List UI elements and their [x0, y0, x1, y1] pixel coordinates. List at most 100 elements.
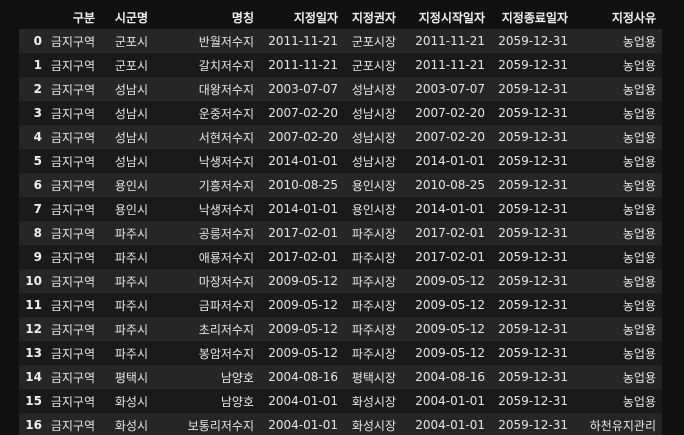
table-cell: 화성시	[114, 418, 148, 433]
table-row: 15 금지구역 화성시 남양호 2004-01-01 화성시장 2004-01-01 2059…	[19, 389, 662, 413]
table-cell: 2009-05-12	[268, 322, 338, 336]
table-row: 7 금지구역 용인시 낙생저수지 2014-01-01 용인시장 2014-01-01 205…	[19, 197, 662, 221]
table-cell: 성남시장	[351, 106, 396, 121]
table-cell: 금지구역	[50, 154, 95, 169]
table-cell: 평택시	[114, 370, 148, 385]
table-cell: 파주시장	[351, 346, 396, 361]
table-cell: 2017-02-01	[415, 226, 485, 240]
table-row: 6 금지구역 용인시 기흥저수지 2010-08-25 용인시장 2010-08-25 205…	[19, 173, 662, 197]
table-cell: 용인시장	[351, 178, 396, 193]
table-cell: 금지구역	[50, 346, 95, 361]
table-cell: 2004-01-01	[415, 418, 485, 432]
table-cell: 성남시장	[351, 82, 396, 97]
table-cell: 2011-11-21	[268, 34, 338, 48]
table-cell: 농업용	[622, 226, 656, 241]
table-cell: 2059-12-31	[498, 178, 568, 192]
table-cell: 파주시장	[351, 298, 396, 313]
table-cell: 2059-12-31	[498, 370, 568, 384]
table-cell: 2059-12-31	[498, 202, 568, 216]
header-row: 구분 시군명 명칭 지정일자 지정권자 지정시작일자 지정종료일자 지정사유	[19, 5, 662, 29]
row-index: 7	[33, 202, 42, 216]
row-index: 2	[33, 82, 42, 96]
table-cell: 2059-12-31	[498, 418, 568, 432]
row-index: 16	[25, 418, 42, 432]
table-cell: 갈치저수지	[198, 58, 254, 73]
table-cell: 2059-12-31	[498, 250, 568, 264]
row-index: 9	[33, 250, 42, 264]
table-cell: 성남시	[114, 106, 148, 121]
table-row: 14 금지구역 평택시 남양호 2004-08-16 평택시장 2004-08-16 2059…	[19, 365, 662, 389]
table-cell: 군포시	[114, 34, 148, 49]
table-cell: 농업용	[622, 58, 656, 73]
table-row: 2 금지구역 성남시 대왕저수지 2003-07-07 성남시장 2003-07-07 205…	[19, 77, 662, 101]
table-cell: 농업용	[622, 82, 656, 97]
table-cell: 농업용	[622, 202, 656, 217]
table-cell: 마장저수지	[198, 274, 254, 289]
table-cell: 2003-07-07	[268, 82, 338, 96]
column-header: 지정종료일자	[501, 10, 568, 25]
table-cell: 화성시장	[351, 418, 396, 433]
table-cell: 파주시	[114, 274, 148, 289]
table-cell: 평택시장	[351, 370, 396, 385]
row-index: 6	[33, 178, 42, 192]
table-cell: 2017-02-01	[415, 250, 485, 264]
table-cell: 2014-01-01	[268, 202, 338, 216]
table-cell: 파주시	[114, 346, 148, 361]
table-row: 11 금지구역 파주시 금파저수지 2009-05-12 파주시장 2009-05-12 20…	[19, 293, 662, 317]
column-header: 명칭	[231, 10, 254, 25]
table-row: 16 금지구역 화성시 보통리저수지 2004-01-01 화성시장 2004-01-01 2…	[19, 413, 662, 435]
table-cell: 낙생저수지	[198, 202, 254, 217]
table-cell: 2003-07-07	[415, 82, 485, 96]
row-index: 15	[25, 394, 42, 408]
table-cell: 2010-08-25	[268, 178, 338, 192]
table-cell: 2059-12-31	[498, 106, 568, 120]
table-cell: 2059-12-31	[498, 226, 568, 240]
table-cell: 농업용	[622, 250, 656, 265]
table-row: 9 금지구역 파주시 애룡저수지 2017-02-01 파주시장 2017-02-01 205…	[19, 245, 662, 269]
index-header	[19, 5, 48, 29]
table-row: 1 금지구역 군포시 갈치저수지 2011-11-21 군포시장 2011-11-21 205…	[19, 53, 662, 77]
row-index: 4	[33, 130, 42, 144]
table-cell: 2010-08-25	[415, 178, 485, 192]
table-header: 구분 시군명 명칭 지정일자 지정권자 지정시작일자 지정종료일자 지정사유	[19, 5, 662, 29]
table-cell: 파주시	[114, 250, 148, 265]
table-row: 13 금지구역 파주시 봉암저수지 2009-05-12 파주시장 2009-05-12 20…	[19, 341, 662, 365]
table-cell: 기흥저수지	[198, 178, 254, 193]
table-cell: 농업용	[622, 346, 656, 361]
table-cell: 금지구역	[50, 394, 95, 409]
table-row: 10 금지구역 파주시 마장저수지 2009-05-12 파주시장 2009-05-12 20…	[19, 269, 662, 293]
table-cell: 2009-05-12	[268, 274, 338, 288]
row-index: 12	[25, 322, 42, 336]
table-cell: 초리저수지	[198, 322, 254, 337]
table-cell: 봉암저수지	[198, 346, 254, 361]
table-cell: 2017-02-01	[268, 226, 338, 240]
table-cell: 2059-12-31	[498, 394, 568, 408]
table-cell: 2011-11-21	[268, 58, 338, 72]
table-cell: 2011-11-21	[415, 58, 485, 72]
column-header: 구분	[72, 10, 95, 25]
table-cell: 2011-11-21	[415, 34, 485, 48]
table-cell: 성남시	[114, 154, 148, 169]
table-cell: 파주시장	[351, 274, 396, 289]
table-cell: 금지구역	[50, 202, 95, 217]
table-cell: 파주시	[114, 298, 148, 313]
table-cell: 농업용	[622, 178, 656, 193]
table-row: 12 금지구역 파주시 초리저수지 2009-05-12 파주시장 2009-05-12 20…	[19, 317, 662, 341]
table-cell: 금지구역	[50, 34, 95, 49]
table-cell: 2014-01-01	[268, 154, 338, 168]
table-cell: 2007-02-20	[415, 130, 485, 144]
column-header: 지정권자	[351, 10, 396, 25]
table-body: 0 금지구역 군포시 반월저수지 2011-11-21 군포시장 2011-11-21 205…	[19, 29, 662, 435]
table-cell: 2004-01-01	[268, 418, 338, 432]
table-cell: 2059-12-31	[498, 298, 568, 312]
row-index: 1	[33, 58, 42, 72]
column-header: 지정사유	[611, 10, 656, 25]
table-cell: 2014-01-01	[415, 202, 485, 216]
column-header: 지정일자	[293, 10, 338, 25]
table-cell: 용인시	[114, 178, 148, 193]
table-row: 0 금지구역 군포시 반월저수지 2011-11-21 군포시장 2011-11-21 205…	[19, 29, 662, 53]
table-cell: 금지구역	[50, 370, 95, 385]
table-cell: 2009-05-12	[415, 298, 485, 312]
table-cell: 금지구역	[50, 130, 95, 145]
table-cell: 반월저수지	[198, 34, 254, 49]
